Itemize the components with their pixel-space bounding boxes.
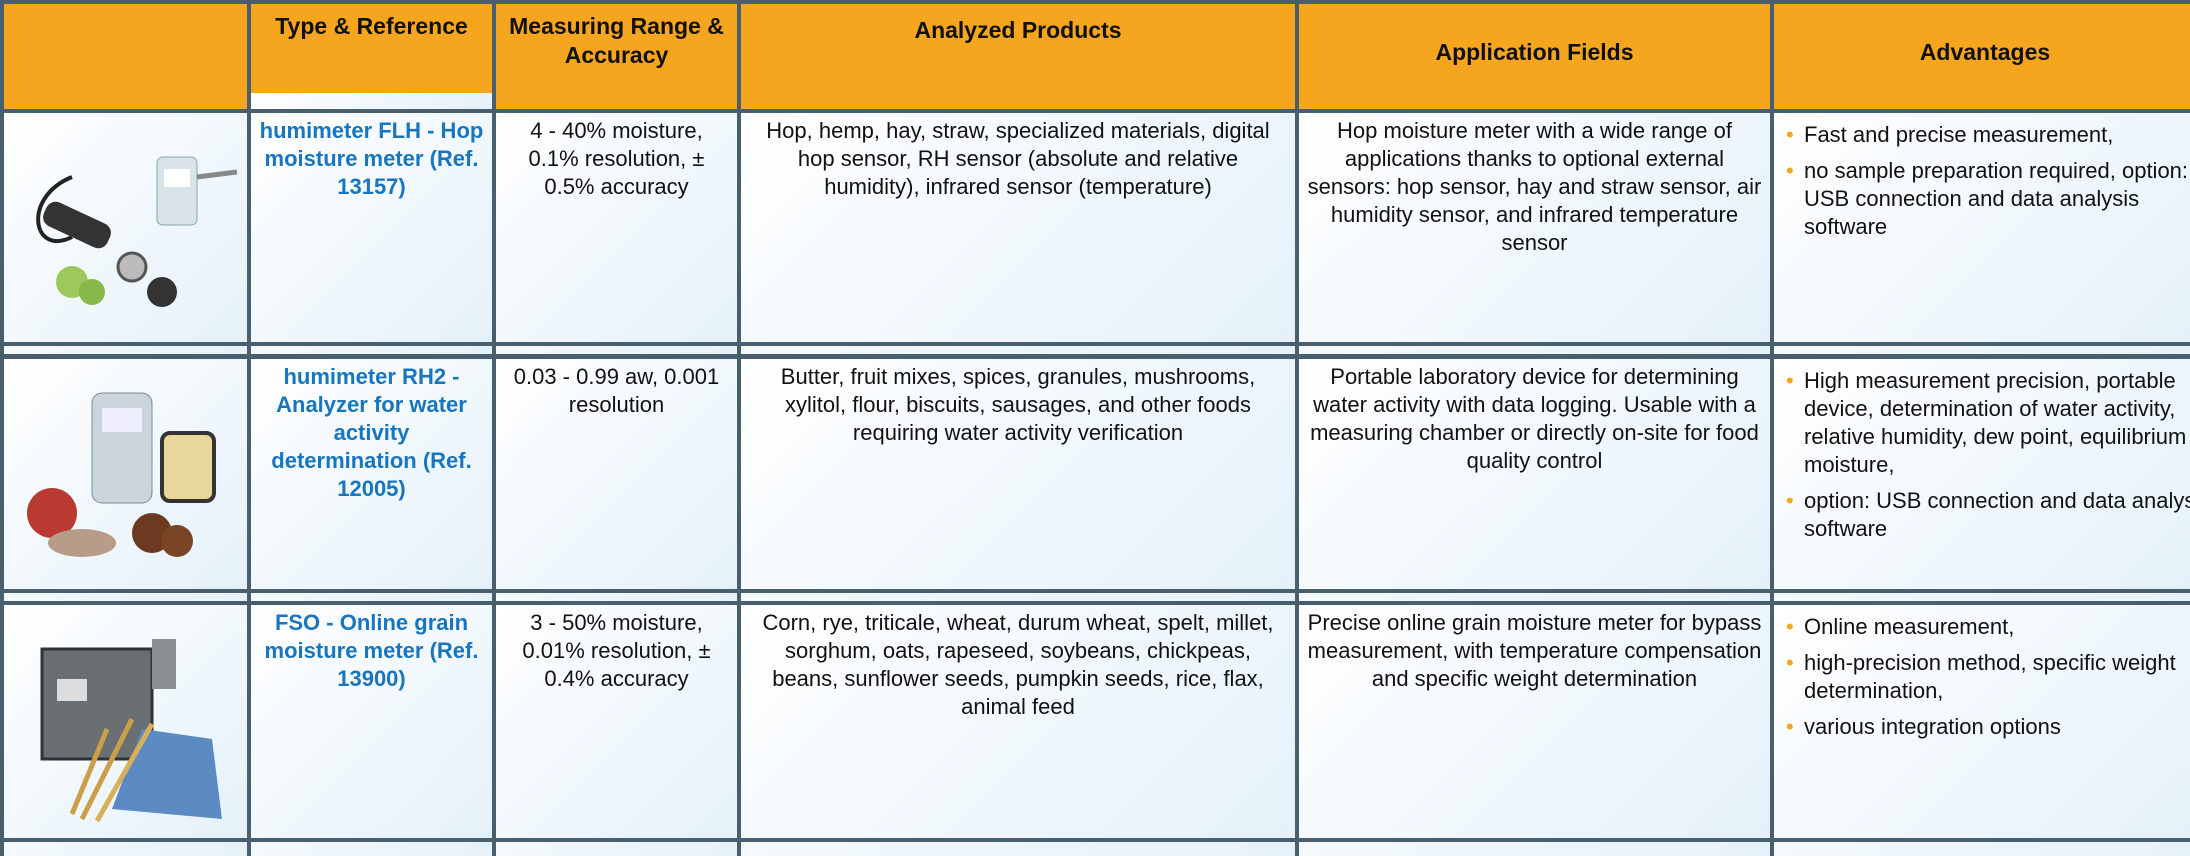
- spacer-cell: [1299, 593, 1770, 601]
- product-photo: [27, 392, 216, 557]
- spacer-cell: [741, 346, 1295, 354]
- header-cell: Advantages: [1774, 4, 2190, 109]
- header-cell: Application Fields: [1299, 4, 1770, 109]
- spacer-cell: [496, 593, 737, 601]
- measuring-range: 3 - 50% moisture, 0.01% resolution, ± 0.…: [496, 605, 737, 838]
- spacer-cell: [741, 842, 1295, 856]
- spacer-cell: [251, 346, 492, 354]
- advantages: High measurement precision, portable dev…: [1774, 359, 2190, 589]
- header-cell: Type & Reference: [251, 4, 492, 109]
- spacer-cell: [4, 842, 247, 856]
- type-reference: humimeter FLH - Hop moisture meter (Ref.…: [251, 113, 492, 342]
- advantage-item: high-precision method, specific weight d…: [1784, 649, 2190, 705]
- advantage-item: Fast and precise measurement,: [1784, 121, 2190, 149]
- type-reference: humimeter RH2 - Analyzer for water activ…: [251, 359, 492, 589]
- product-image: [4, 605, 247, 838]
- advantages: Fast and precise measurement, no sample p…: [1774, 113, 2190, 342]
- header-cell: [4, 4, 247, 109]
- advantages: Online measurement, high-precision method…: [1774, 605, 2190, 838]
- product-image: [4, 359, 247, 589]
- application-fields: Hop moisture meter with a wide range of …: [1299, 113, 1770, 342]
- type-reference: FSO - Online grain moisture meter (Ref. …: [251, 605, 492, 838]
- header-cell: Measuring Range & Accuracy: [496, 4, 737, 109]
- spacer-cell: [1774, 593, 2190, 601]
- spacer-cell: [4, 346, 247, 354]
- spacer-cell: [251, 93, 492, 109]
- application-fields: Precise online grain moisture meter for …: [1299, 605, 1770, 838]
- analyzed-products: Corn, rye, triticale, wheat, durum wheat…: [741, 605, 1295, 838]
- advantage-item: option: USB connection and data analysis…: [1784, 487, 2190, 543]
- advantage-item: High measurement precision, portable dev…: [1784, 367, 2190, 479]
- spacer-cell: [496, 346, 737, 354]
- spacer-cell: [741, 593, 1295, 601]
- application-fields: Portable laboratory device for determini…: [1299, 359, 1770, 589]
- analyzed-products: Butter, fruit mixes, spices, granules, m…: [741, 359, 1295, 589]
- advantages-list: Online measurement, high-precision method…: [1784, 613, 2188, 741]
- spacer-cell: [251, 593, 492, 601]
- advantages-list: High measurement precision, portable dev…: [1784, 367, 2190, 543]
- advantage-item: no sample preparation required, option: …: [1784, 157, 2190, 241]
- spacer-cell: [1299, 842, 1770, 856]
- spacer-cell: [4, 593, 247, 601]
- product-photo: [36, 156, 238, 307]
- advantages-list: Fast and precise measurement, no sample p…: [1784, 121, 2188, 241]
- spacer-cell: [1774, 842, 2190, 856]
- advantage-item: Online measurement,: [1784, 613, 2190, 641]
- spacer-cell: [1774, 346, 2190, 354]
- product-image: [4, 113, 247, 342]
- product-photo: [40, 639, 222, 823]
- measuring-range: 0.03 - 0.99 aw, 0.001 resolution: [496, 359, 737, 589]
- spacer-cell: [1299, 346, 1770, 354]
- spacer-cell: [496, 842, 737, 856]
- header-cell: Analyzed Products: [741, 4, 1295, 109]
- spacer-cell: [251, 842, 492, 856]
- advantage-item: various integration options: [1784, 713, 2190, 741]
- measuring-range: 4 - 40% moisture, 0.1% resolution, ± 0.5…: [496, 113, 737, 342]
- analyzed-products: Hop, hemp, hay, straw, specialized mater…: [741, 113, 1295, 342]
